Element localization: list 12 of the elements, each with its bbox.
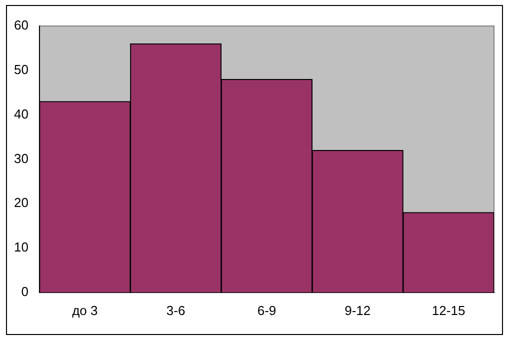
y-tick-label: 60 [14,18,28,33]
y-tick-label: 50 [14,62,28,77]
y-tick-label: 0 [21,284,28,299]
y-tick-label: 20 [14,195,28,210]
y-tick-label: 40 [14,106,28,122]
x-tick-label: до 3 [72,302,98,318]
y-tick-label: 30 [14,150,28,166]
y-tick-label: 10 [14,240,28,255]
x-tick-label: 12-15 [432,302,466,318]
x-tick-label: 3-6 [166,302,186,318]
x-tick-label: 6-9 [257,302,276,318]
x-tick-label: 9-12 [344,302,371,318]
